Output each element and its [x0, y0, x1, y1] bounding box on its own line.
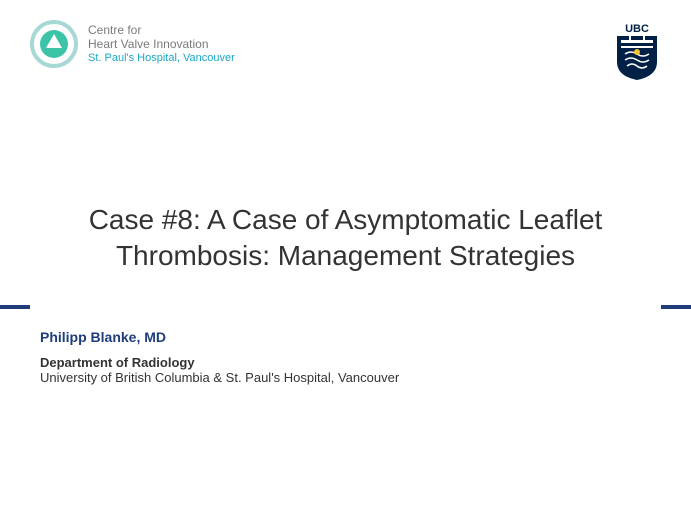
author-department: Department of Radiology [40, 355, 651, 370]
logo-circle-icon [30, 20, 78, 68]
logo-ubc: UBC [613, 20, 661, 82]
logo-text-line3: St. Paul's Hospital, Vancouver [88, 52, 235, 65]
header: Centre for Heart Valve Innovation St. Pa… [0, 0, 691, 82]
logo-centre-heart-valve: Centre for Heart Valve Innovation St. Pa… [30, 20, 235, 68]
slide-container: Centre for Heart Valve Innovation St. Pa… [0, 0, 691, 532]
logo-text-block: Centre for Heart Valve Innovation St. Pa… [88, 23, 235, 65]
author-name: Philipp Blanke, MD [40, 329, 651, 345]
author-section: Philipp Blanke, MD Department of Radiolo… [0, 309, 691, 385]
logo-text-line1: Centre for [88, 23, 235, 37]
logo-text-line2: Heart Valve Innovation [88, 37, 235, 51]
title-section: Case #8: A Case of Asymptomatic Leaflet … [0, 202, 691, 275]
slide-title: Case #8: A Case of Asymptomatic Leaflet … [40, 202, 651, 275]
svg-text:UBC: UBC [625, 23, 649, 35]
author-affiliation: University of British Columbia & St. Pau… [40, 370, 651, 385]
